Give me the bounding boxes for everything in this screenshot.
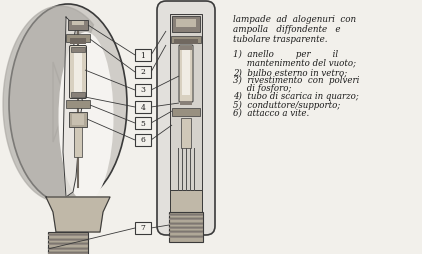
Text: 1: 1 bbox=[141, 52, 146, 59]
Text: 2: 2 bbox=[141, 69, 146, 76]
Text: 4: 4 bbox=[141, 103, 146, 112]
Text: di fosforo;: di fosforo; bbox=[233, 84, 291, 93]
Text: mantenimento del vuoto;: mantenimento del vuoto; bbox=[233, 58, 356, 67]
FancyBboxPatch shape bbox=[135, 117, 151, 129]
Bar bbox=[74, 52, 82, 92]
Bar bbox=[169, 212, 203, 242]
Bar bbox=[66, 100, 90, 108]
Bar bbox=[182, 50, 190, 95]
Bar bbox=[172, 108, 200, 116]
Bar bbox=[176, 19, 196, 27]
Ellipse shape bbox=[9, 4, 127, 204]
FancyBboxPatch shape bbox=[70, 45, 87, 99]
Bar bbox=[172, 16, 200, 32]
Polygon shape bbox=[46, 197, 110, 232]
Text: 1)  anello        per        il: 1) anello per il bbox=[233, 50, 338, 59]
Text: lampade  ad  alogenuri  con: lampade ad alogenuri con bbox=[233, 15, 356, 24]
Bar bbox=[48, 232, 88, 254]
Ellipse shape bbox=[59, 32, 114, 202]
Text: 6: 6 bbox=[141, 136, 146, 145]
FancyBboxPatch shape bbox=[157, 1, 215, 235]
FancyBboxPatch shape bbox=[135, 49, 151, 61]
Bar bbox=[169, 214, 203, 216]
Text: 3)  rivestimento  con  polveri: 3) rivestimento con polveri bbox=[233, 76, 360, 85]
Bar bbox=[169, 227, 203, 229]
Text: tubolare trasparente.: tubolare trasparente. bbox=[233, 35, 327, 44]
Bar bbox=[169, 235, 203, 237]
Bar bbox=[71, 92, 85, 97]
Bar bbox=[48, 252, 88, 254]
Bar bbox=[72, 114, 84, 125]
Bar bbox=[170, 190, 202, 212]
Polygon shape bbox=[3, 6, 94, 202]
Text: 5)  conduttore/supporto;: 5) conduttore/supporto; bbox=[233, 101, 340, 110]
Bar bbox=[68, 20, 88, 30]
Bar bbox=[48, 239, 88, 241]
Bar bbox=[71, 47, 85, 52]
Text: 4)  tubo di scarica in quarzo;: 4) tubo di scarica in quarzo; bbox=[233, 92, 359, 101]
Text: 3: 3 bbox=[141, 87, 146, 94]
Bar bbox=[174, 39, 198, 44]
Bar bbox=[171, 36, 201, 43]
Polygon shape bbox=[63, 17, 83, 197]
Bar bbox=[70, 38, 86, 44]
FancyBboxPatch shape bbox=[135, 101, 151, 113]
Bar bbox=[72, 21, 84, 25]
Bar bbox=[181, 118, 191, 148]
Bar bbox=[74, 127, 82, 157]
Text: ampolla   diffondente   e: ampolla diffondente e bbox=[233, 25, 341, 34]
Bar bbox=[169, 218, 203, 220]
FancyBboxPatch shape bbox=[179, 45, 193, 102]
Bar bbox=[180, 101, 192, 105]
Text: 5: 5 bbox=[141, 119, 146, 128]
Bar bbox=[69, 112, 87, 127]
Bar bbox=[48, 247, 88, 249]
FancyBboxPatch shape bbox=[135, 222, 151, 234]
Bar bbox=[48, 234, 88, 236]
Text: 2)  bulbo esterno in vetro;: 2) bulbo esterno in vetro; bbox=[233, 68, 347, 77]
Bar bbox=[66, 34, 90, 42]
Bar bbox=[180, 46, 192, 50]
FancyBboxPatch shape bbox=[135, 134, 151, 146]
Text: 7: 7 bbox=[141, 225, 146, 232]
FancyBboxPatch shape bbox=[135, 84, 151, 96]
Text: 6)  attacco a vite.: 6) attacco a vite. bbox=[233, 109, 309, 118]
FancyBboxPatch shape bbox=[135, 66, 151, 78]
Bar bbox=[169, 223, 203, 225]
Bar bbox=[170, 14, 202, 212]
Bar bbox=[48, 243, 88, 245]
Bar bbox=[169, 231, 203, 233]
